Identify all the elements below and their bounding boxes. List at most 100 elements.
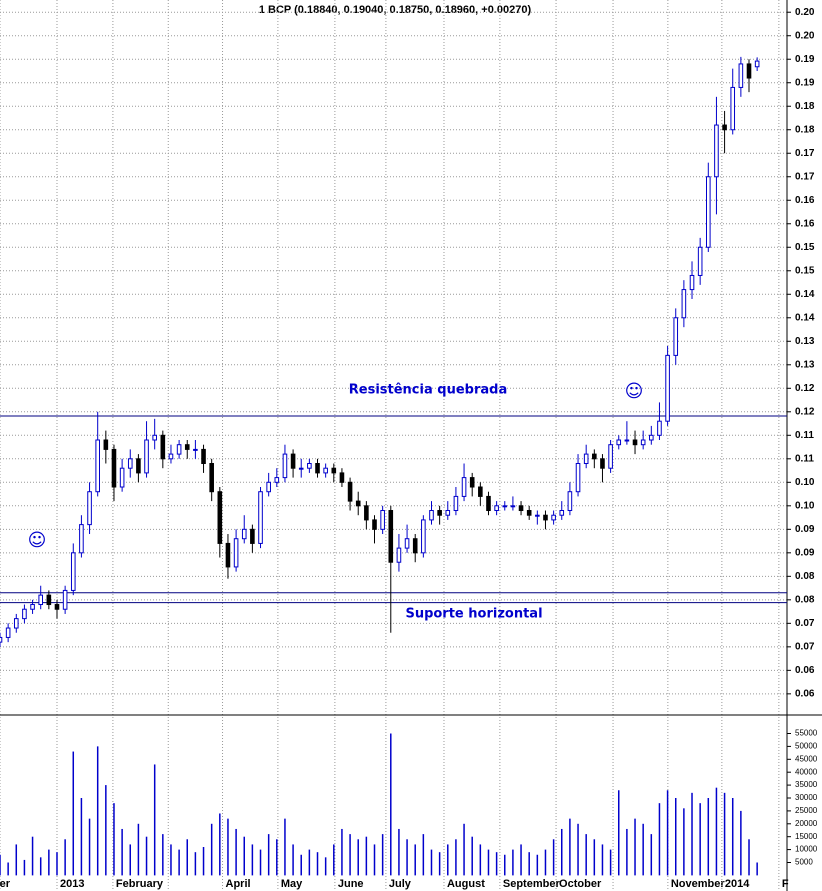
candle-body: [518, 505, 524, 512]
candle-body: [738, 63, 744, 88]
candle-body: [681, 289, 687, 319]
candle-body: [315, 463, 320, 474]
volume-tick-label: 40000: [795, 767, 818, 776]
y-tick-label: 0.08: [795, 594, 815, 605]
candle-body: [193, 448, 198, 451]
candle-body: [592, 453, 597, 460]
candle-body: [583, 453, 589, 465]
y-tick-label: 0.14: [795, 312, 815, 323]
candle-body: [714, 124, 719, 178]
candle-body: [624, 439, 630, 442]
y-tick-label: 0.20: [795, 7, 815, 18]
y-tick-label: 0.14: [795, 289, 815, 300]
y-tick-label: 0.07: [795, 641, 815, 652]
candle-body: [79, 524, 84, 554]
y-tick-label: 0.09: [795, 547, 815, 558]
candle-body: [559, 510, 565, 516]
candle-body: [87, 491, 92, 526]
x-tick-label: 2013: [60, 878, 84, 890]
x-tick-label: October: [559, 878, 602, 890]
candle-body: [225, 542, 231, 568]
candle-body: [241, 528, 247, 540]
candle-body: [323, 467, 328, 474]
candle-body: [665, 354, 670, 422]
chart-title: 1 BCP (0.18840, 0.19040, 0.18750, 0.1896…: [259, 4, 532, 16]
candle-body: [355, 500, 361, 507]
candle-body: [421, 519, 426, 554]
candle-body: [95, 439, 100, 493]
y-tick-label: 0.07: [795, 618, 815, 629]
candle-body: [258, 491, 263, 544]
candle-body: [290, 453, 296, 469]
candle-body: [575, 463, 581, 493]
y-tick-label: 0.09: [795, 524, 815, 535]
candle-body: [380, 510, 385, 530]
candle-body: [429, 510, 434, 521]
candle-body: [746, 63, 752, 79]
y-tick-label: 0.12: [795, 406, 815, 417]
y-tick-label: 0.16: [795, 218, 815, 229]
candle-body: [152, 434, 157, 441]
x-tick-label: July: [389, 878, 412, 890]
candle-body: [168, 453, 174, 460]
candle-body: [307, 463, 312, 469]
y-tick-label: 0.12: [795, 383, 815, 394]
y-tick-label: 0.10: [795, 500, 815, 511]
y-tick-label: 0.17: [795, 148, 815, 159]
candle-body: [453, 495, 459, 512]
candle-body: [144, 439, 149, 474]
volume-tick-label: 5000: [795, 858, 813, 867]
x-tick-label: November: [671, 878, 726, 890]
x-tick-label: August: [447, 878, 485, 890]
candle-body: [46, 594, 52, 606]
y-tick-label: 0.15: [795, 265, 815, 276]
candle-body: [689, 274, 695, 291]
x-tick-label: 2014: [725, 878, 750, 890]
candle-body: [13, 618, 19, 629]
x-tick-label: er: [0, 878, 11, 890]
y-tick-label: 0.16: [795, 195, 815, 206]
candle-body: [0, 636, 3, 643]
candle-body: [160, 434, 166, 460]
volume-tick-label: 55000: [795, 729, 818, 738]
volume-tick-label: 15000: [795, 832, 818, 841]
candle-body: [62, 589, 68, 610]
y-tick-label: 0.17: [795, 171, 815, 182]
candle-body: [233, 538, 239, 568]
candle-body: [412, 538, 418, 554]
candle-body: [608, 444, 613, 469]
volume-tick-label: 50000: [795, 742, 818, 751]
candle-body: [616, 439, 622, 446]
y-tick-label: 0.11: [795, 430, 814, 441]
candle-body: [502, 505, 508, 508]
y-tick-label: 0.20: [795, 30, 815, 41]
y-tick-label: 0.08: [795, 571, 815, 582]
candle-body: [640, 439, 646, 446]
candle-body: [331, 467, 337, 474]
candle-body: [478, 486, 483, 497]
candle-body: [250, 528, 255, 544]
candle-body: [510, 505, 516, 508]
y-tick-label: 0.18: [795, 101, 815, 112]
candle-body: [543, 514, 548, 521]
y-tick-label: 0.06: [795, 688, 815, 699]
x-tick-label: April: [226, 878, 251, 890]
y-tick-label: 0.19: [795, 77, 815, 88]
candle-body: [486, 495, 491, 512]
candle-body: [201, 448, 206, 465]
candle-body: [388, 510, 394, 563]
x-tick-label: June: [338, 878, 364, 890]
annotation: ☺: [28, 530, 47, 551]
volume-tick-label: 10000: [795, 845, 818, 854]
y-tick-label: 0.13: [795, 336, 815, 347]
y-tick-label: 0.19: [795, 54, 815, 65]
candle-body: [437, 510, 442, 516]
y-tick-label: 0.10: [795, 477, 815, 488]
candle-body: [111, 448, 117, 488]
candle-body: [445, 510, 451, 516]
candle-body: [22, 608, 27, 620]
candle-body: [30, 604, 35, 610]
candle-body: [461, 477, 467, 497]
